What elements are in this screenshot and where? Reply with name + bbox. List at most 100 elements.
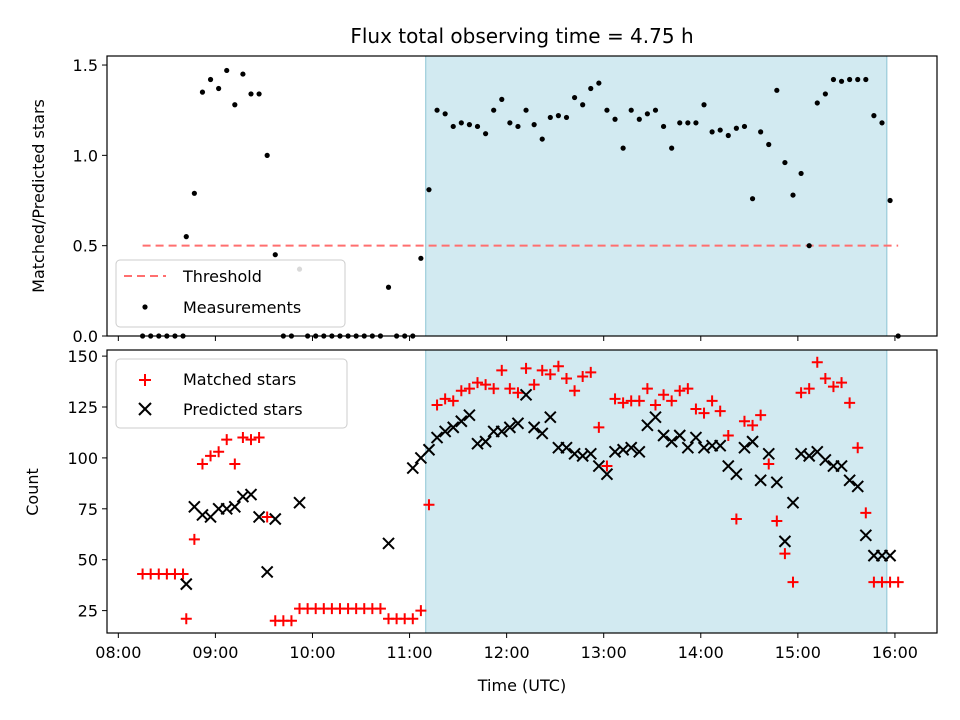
matched-star-marker: [852, 442, 864, 454]
predicted-star-marker: [447, 421, 460, 434]
matched-star-marker: [423, 499, 435, 511]
bottom-x-axis: 08:00 09:00 10:00 11:00 12:00 13:00 14:00 15:00…: [95, 633, 918, 662]
bottom-y-tick-label: 50: [78, 551, 98, 570]
x-axis-label: Time (UTC): [477, 676, 566, 695]
predicted-stars-legend-swatch: [138, 402, 152, 416]
measurement-point: [644, 111, 650, 117]
matched-star-marker: [706, 395, 718, 407]
matched-star-marker: [747, 419, 759, 431]
bottom-legend: Matched stars Predicted stars: [115, 358, 348, 429]
matched-stars-legend-label: Matched stars: [183, 370, 296, 389]
bottom-panel: 25 50 75 100 125 150 08:00 09:00 10:00 11:00 12:0…: [23, 347, 938, 695]
predicted-star-marker: [527, 421, 541, 434]
measurement-point: [442, 111, 448, 117]
predicted-star-marker: [673, 429, 686, 442]
matched-star-marker: [827, 381, 839, 393]
matched-star-marker: [180, 613, 192, 625]
measurement-point: [272, 252, 278, 258]
measurement-point: [515, 123, 521, 130]
measurement-point: [709, 129, 715, 135]
predicted-star-marker: [633, 445, 646, 459]
matched-star-marker: [722, 430, 734, 442]
measurement-point: [733, 125, 739, 131]
matched-star-marker: [666, 395, 678, 407]
measurement-point: [199, 89, 206, 95]
bottom-y-tick-label: 125: [67, 398, 98, 417]
predicted-star-marker: [835, 459, 848, 473]
bottom-y-axis: 25 50 75 100 125 150: [67, 347, 107, 621]
matched-star-marker: [674, 385, 686, 397]
matched-star-marker: [641, 383, 653, 395]
bottom-x-tick-label: 15:00: [775, 643, 821, 662]
matched-star-marker: [738, 415, 750, 427]
measurement-point: [822, 91, 828, 97]
measurement-point: [685, 120, 691, 126]
matched-star-marker: [690, 403, 702, 415]
matched-star-marker: [455, 385, 467, 397]
predicted-star-marker: [228, 500, 242, 513]
predicted-star-marker: [762, 447, 775, 461]
measurement-point: [798, 170, 804, 177]
measurement-point: [863, 76, 869, 83]
matched-star-marker: [472, 377, 484, 389]
measurement-point: [701, 102, 707, 108]
top-shaded-interval: [425, 55, 888, 337]
measurement-point: [507, 120, 513, 126]
bottom-x-tick-label: 14:00: [678, 643, 724, 662]
measurement-point: [207, 76, 214, 83]
measurement-point: [749, 196, 756, 202]
predicted-star-marker: [786, 496, 800, 509]
matched-star-marker: [431, 399, 443, 411]
predicted-star-marker: [244, 488, 258, 501]
measurement-point: [604, 107, 610, 113]
bottom-y-tick-label: 75: [78, 500, 98, 519]
measurement-point: [426, 187, 432, 193]
matched-star-marker: [439, 393, 451, 405]
measurement-point: [806, 243, 812, 249]
matched-star-marker: [836, 377, 848, 389]
top-legend: Threshold Measurements: [115, 259, 346, 328]
measurement-point: [523, 107, 529, 113]
bottom-shaded-interval: [425, 349, 888, 634]
predicted-star-marker: [649, 410, 662, 424]
predicted-star-marker: [689, 431, 703, 444]
top-panel: 0.0 0.5 1.0 1.5 Matched/Predicted stars Thr…: [29, 55, 938, 346]
matched-star-marker: [480, 379, 492, 391]
predicted-star-marker: [406, 461, 419, 475]
matched-star-marker: [682, 383, 694, 395]
predicted-star-marker: [657, 429, 670, 442]
threshold-legend-label: Threshold: [182, 267, 262, 286]
matched-star-marker: [787, 576, 799, 588]
top-y-tick-label: 0.0: [73, 327, 98, 346]
predicted-star-marker: [236, 490, 250, 503]
measurement-point: [838, 78, 845, 84]
matched-star-marker: [617, 397, 629, 409]
matched-star-marker: [860, 507, 872, 519]
measurement-point: [693, 120, 699, 126]
matched-star-marker: [811, 356, 823, 368]
top-y-tick-label: 0.5: [73, 237, 98, 256]
measurement-point: [580, 102, 586, 108]
predicted-star-marker: [560, 441, 573, 454]
predicted-star-marker: [819, 453, 832, 467]
measurement-point: [450, 123, 456, 130]
matched-star-marker: [763, 458, 775, 470]
chart-title: Flux total observing time = 4.75 h: [350, 24, 693, 48]
matched-star-marker: [237, 432, 249, 444]
top-y-tick-label: 1.5: [73, 56, 98, 75]
predicted-star-marker: [625, 441, 638, 454]
measurements-legend-swatch: [142, 304, 148, 310]
predicted-star-marker: [269, 512, 282, 526]
measurement-point: [847, 76, 853, 83]
predicted-star-marker: [665, 435, 678, 448]
matched-stars-legend-swatch: [139, 374, 151, 386]
measurement-point: [434, 107, 440, 113]
matched-star-marker: [714, 405, 726, 417]
measurement-point: [491, 107, 497, 113]
predicted-star-marker: [544, 410, 557, 424]
measurement-point: [547, 114, 553, 121]
matched-star-marker: [528, 379, 540, 391]
bottom-y-tick-label: 150: [67, 347, 98, 366]
measurement-point: [555, 113, 562, 119]
